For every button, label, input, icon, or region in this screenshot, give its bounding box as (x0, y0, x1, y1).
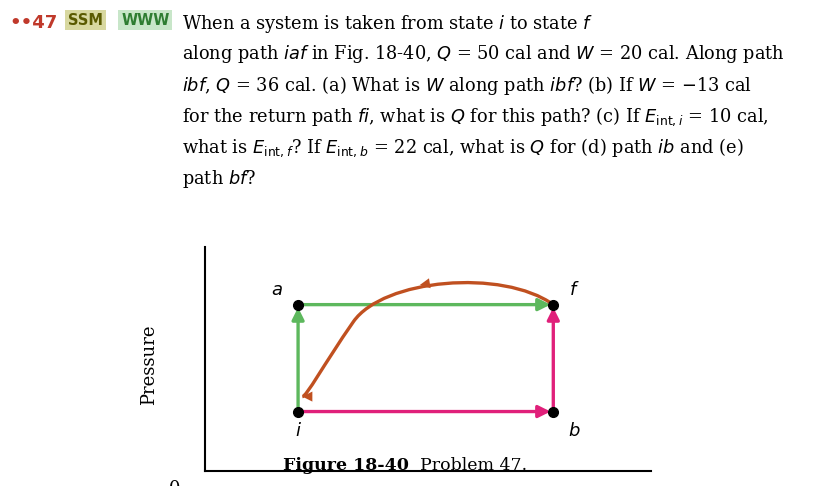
Text: When a system is taken from state $i$ to state $f$
along path $iaf$ in Fig. 18-4: When a system is taken from state $i$ to… (182, 13, 784, 190)
Text: ••47: ••47 (10, 14, 58, 32)
Text: $b$: $b$ (569, 422, 581, 440)
Text: Pressure: Pressure (140, 324, 158, 405)
Text: Problem 47.: Problem 47. (409, 457, 527, 474)
Text: WWW: WWW (121, 13, 169, 28)
Text: $a$: $a$ (271, 280, 283, 299)
Text: $f$: $f$ (569, 280, 580, 299)
Text: 0: 0 (169, 480, 181, 486)
Text: Figure 18-40: Figure 18-40 (283, 457, 409, 474)
Text: SSM: SSM (68, 13, 103, 28)
Text: $i$: $i$ (294, 422, 302, 440)
